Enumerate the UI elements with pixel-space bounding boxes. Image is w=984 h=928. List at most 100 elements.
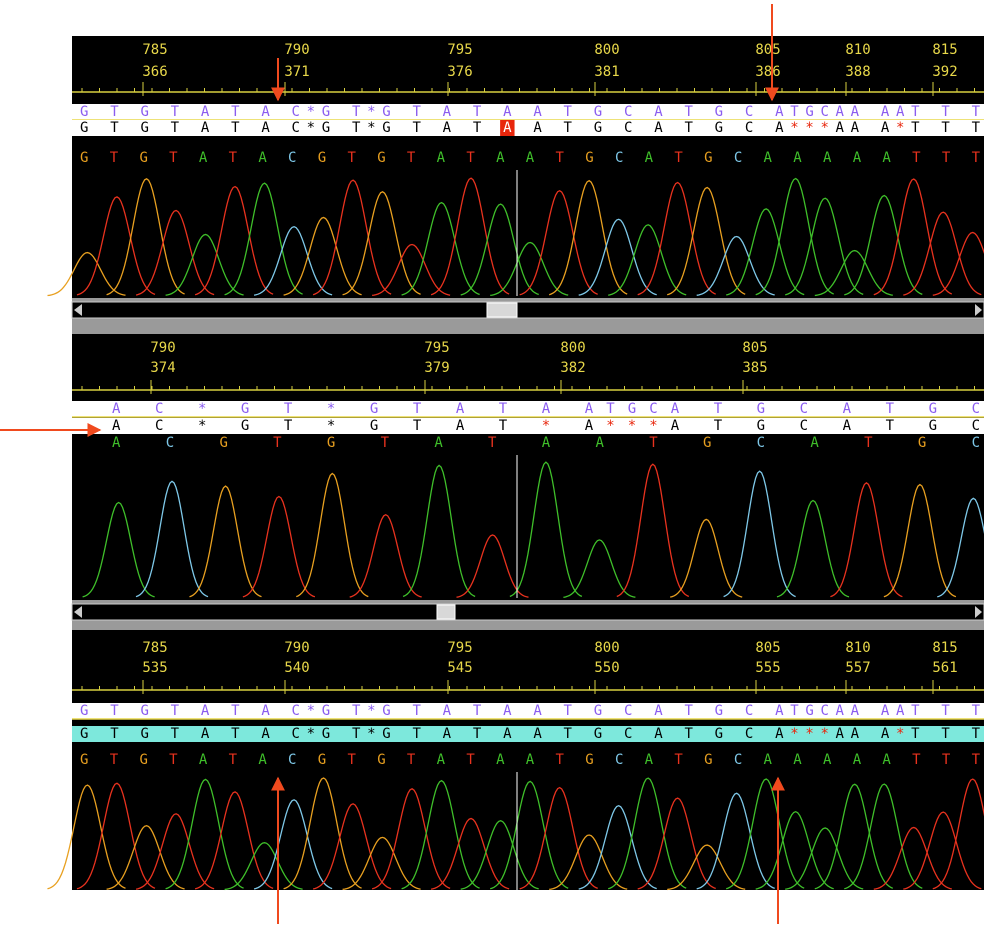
base-call — [808, 752, 816, 768]
base-call — [451, 150, 459, 166]
base-call — [422, 150, 430, 166]
base-call: A — [882, 150, 891, 166]
ruler-position: 374 — [150, 360, 175, 376]
base-call — [392, 752, 400, 768]
base-call — [689, 150, 697, 166]
base-call: A — [645, 150, 654, 166]
base-call — [778, 752, 786, 768]
base-call — [95, 752, 103, 768]
read-segment: *** — [790, 120, 829, 136]
base-call — [957, 752, 965, 768]
base-call — [333, 150, 341, 166]
base-call: T — [864, 435, 873, 451]
base-call — [600, 752, 608, 768]
base-call — [193, 435, 201, 451]
base-call: G — [327, 435, 335, 451]
ruler-position: 386 — [755, 64, 780, 80]
base-call — [927, 150, 935, 166]
consensus-sequence: A C * G T * G T A T A ATGCA T G C A T G … — [112, 401, 980, 417]
base-call: G — [219, 435, 227, 451]
read-segment: *** — [606, 418, 657, 434]
ruler-position: 805 — [755, 42, 780, 58]
ruler-position: 379 — [424, 360, 449, 376]
base-call: G — [377, 150, 385, 166]
scrollbar-track — [72, 302, 984, 318]
base-call: G — [318, 150, 326, 166]
sequence-panel: 7855357905407955458005508055558105578155… — [48, 630, 984, 890]
ruler-position: 800 — [594, 640, 619, 656]
base-call — [461, 435, 469, 451]
base-call: T — [556, 150, 565, 166]
ruler-position: 790 — [150, 340, 175, 356]
base-call: A — [496, 150, 505, 166]
scrollbar-thumb[interactable] — [487, 303, 517, 317]
ruler-position: 371 — [284, 64, 309, 80]
base-call: G — [704, 150, 712, 166]
base-call — [897, 150, 905, 166]
base-call: T — [381, 435, 390, 451]
base-call: C — [972, 435, 980, 451]
base-call: A — [437, 752, 446, 768]
base-call — [689, 752, 697, 768]
read-segment: *** — [790, 726, 829, 742]
base-call: T — [912, 752, 921, 768]
ruler-position: 810 — [845, 640, 870, 656]
base-call — [719, 150, 727, 166]
base-call — [957, 150, 965, 166]
base-call: T — [347, 752, 356, 768]
ruler-position: 388 — [845, 64, 870, 80]
base-call — [303, 150, 311, 166]
ruler-position: 800 — [560, 340, 585, 356]
base-call: C — [734, 752, 742, 768]
ruler-position: 561 — [932, 660, 957, 676]
read-segment: A — [503, 120, 512, 136]
base-call: T — [556, 752, 565, 768]
ruler-position: 785 — [142, 42, 167, 58]
ruler-position: 557 — [845, 660, 870, 676]
scrollbar-thumb[interactable] — [437, 605, 455, 619]
base-call — [569, 435, 577, 451]
base-call: A — [882, 752, 891, 768]
base-call: A — [526, 150, 535, 166]
base-call: T — [674, 150, 683, 166]
base-call — [125, 752, 133, 768]
base-call — [511, 752, 519, 768]
base-call — [570, 150, 578, 166]
base-call — [243, 752, 251, 768]
base-call — [214, 150, 222, 166]
base-call: T — [488, 435, 497, 451]
base-call — [481, 752, 489, 768]
base-call — [541, 150, 549, 166]
ruler-position: 555 — [755, 660, 780, 676]
read-segment: * — [896, 726, 904, 742]
ruler-position: 376 — [447, 64, 472, 80]
base-call: T — [169, 150, 178, 166]
base-call — [676, 435, 684, 451]
ruler-position: 815 — [932, 640, 957, 656]
ruler-position: 385 — [742, 360, 767, 376]
base-call — [778, 150, 786, 166]
base-call: C — [288, 752, 296, 768]
read-segment: A T G C A T G C — [671, 418, 980, 434]
base-call — [300, 435, 308, 451]
base-call: T — [229, 752, 238, 768]
ruler-position: 392 — [932, 64, 957, 80]
ruler-position: 795 — [447, 42, 472, 58]
base-call: A — [596, 435, 605, 451]
base-call — [838, 752, 846, 768]
base-call — [891, 435, 899, 451]
base-call: A — [764, 150, 773, 166]
read-sequence: A C * G T * G T A T * A***A T G C A T G … — [112, 418, 980, 434]
ruler-position: 790 — [284, 42, 309, 58]
base-call: C — [615, 752, 623, 768]
base-call: T — [407, 150, 416, 166]
base-call: G — [80, 150, 88, 166]
base-call — [243, 150, 251, 166]
base-call: T — [110, 752, 119, 768]
base-call: T — [110, 150, 119, 166]
ruler-position: 382 — [560, 360, 585, 376]
base-call — [945, 435, 953, 451]
ruler-position: 550 — [594, 660, 619, 676]
base-call: A — [793, 752, 802, 768]
